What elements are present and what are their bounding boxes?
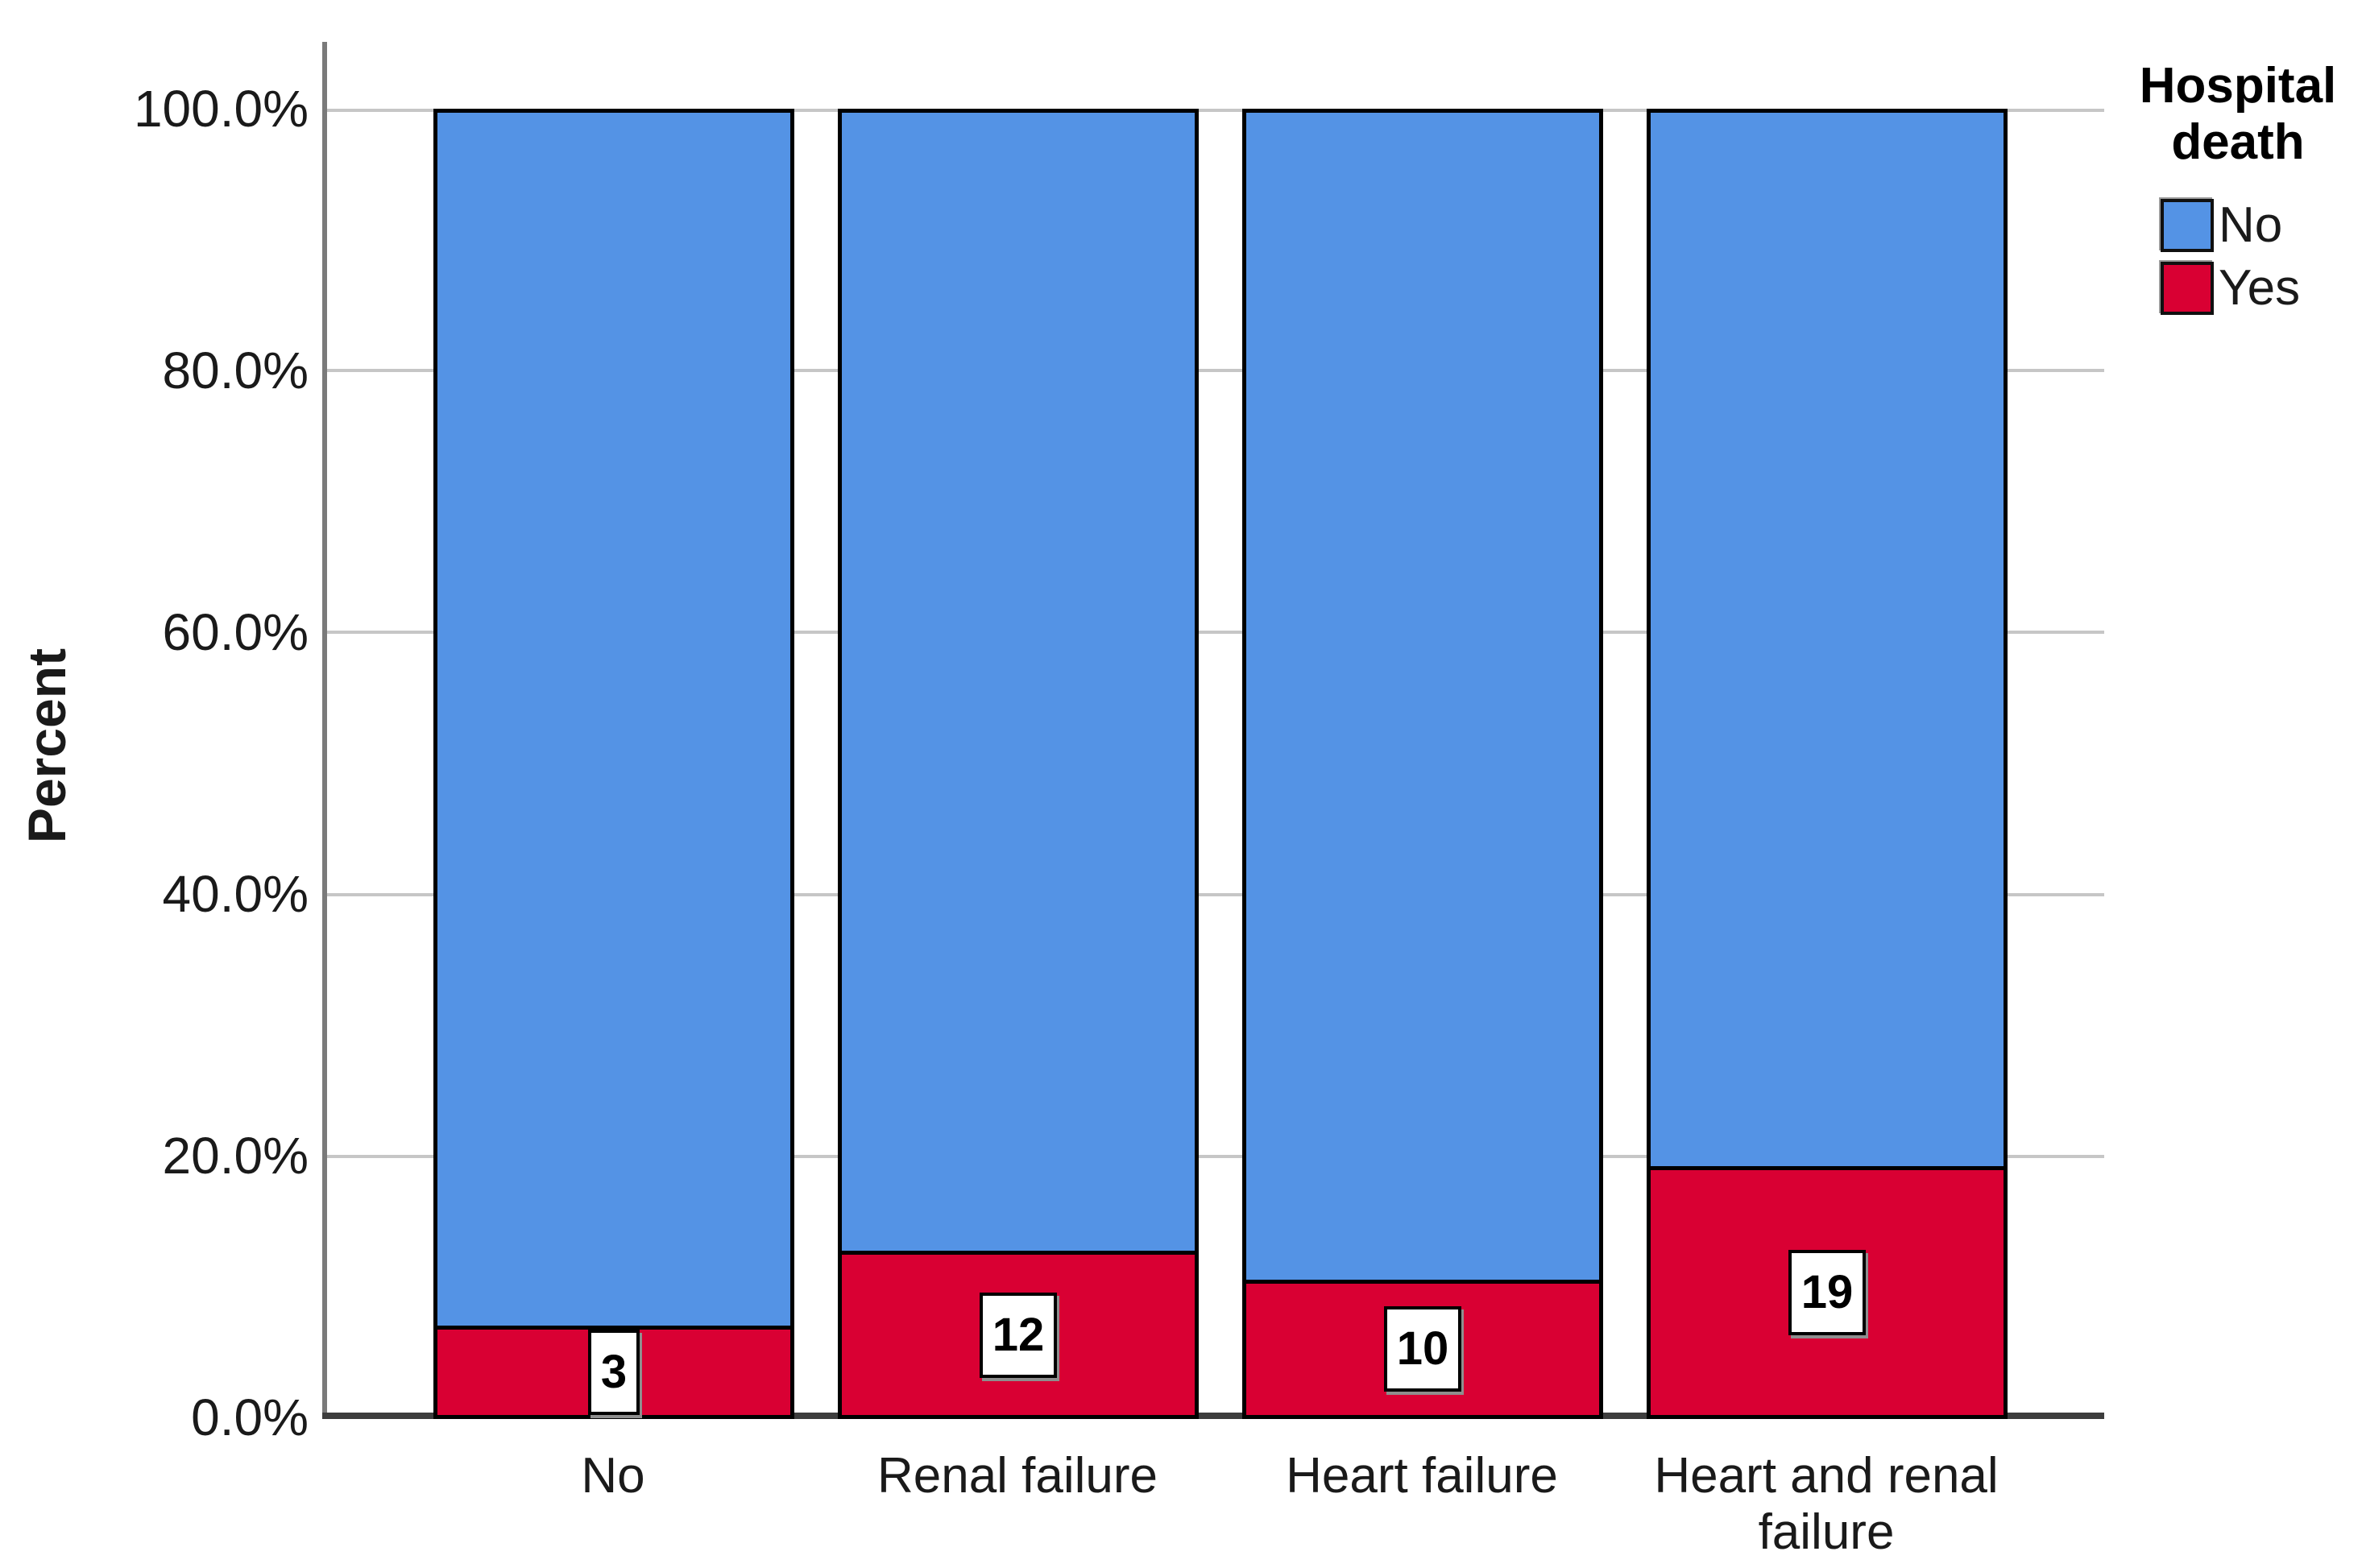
bar-heart-renal-segment-death: 19 xyxy=(1651,1170,2004,1415)
legend-item-yes: Yes xyxy=(2161,261,2300,316)
x-category-label-renal-failure: Renal failure xyxy=(876,1448,1158,1504)
bar-heart-segment-no-death xyxy=(1246,113,1599,1284)
legend-label-no: No xyxy=(2219,197,2283,253)
value-label-box: 10 xyxy=(1383,1306,1462,1392)
bar-renal-segment-death: 12 xyxy=(842,1255,1195,1415)
y-tick-label-100: 100.0% xyxy=(133,80,309,138)
bar-heart-renal-segment-no-death xyxy=(1651,113,2004,1170)
plot-area: 3 12 10 19 xyxy=(322,109,2104,1419)
legend-title: Hospital death xyxy=(2139,58,2337,170)
value-label-box: 3 xyxy=(587,1330,640,1415)
bar-renal-segment-no-death xyxy=(842,113,1195,1256)
gridline-80 xyxy=(327,369,2104,372)
gridline-60 xyxy=(327,631,2104,634)
legend-label-yes: Yes xyxy=(2219,260,2301,316)
y-tick-label-80: 80.0% xyxy=(162,341,309,399)
x-axis-line xyxy=(322,1413,2104,1419)
x-category-label-no: No xyxy=(581,1448,645,1504)
value-label-box: 12 xyxy=(979,1292,1058,1378)
bar-renal-failure: 12 xyxy=(838,109,1199,1419)
gridline-20 xyxy=(327,1155,2104,1158)
value-label-box: 19 xyxy=(1788,1250,1867,1335)
legend-swatch-no xyxy=(2161,199,2214,252)
y-tick-label-20: 20.0% xyxy=(162,1127,309,1185)
y-tick-label-60: 60.0% xyxy=(162,603,309,661)
gridline-100 xyxy=(327,109,2104,112)
y-tick-label-0: 0.0% xyxy=(191,1388,309,1446)
y-tick-label-40: 40.0% xyxy=(162,865,309,923)
legend-item-no: No xyxy=(2161,198,2282,253)
bar-no-segment-death: 3 xyxy=(437,1330,790,1415)
bar-heart-and-renal-failure: 19 xyxy=(1647,109,2008,1419)
bar-no-segment-no-death xyxy=(437,113,790,1330)
y-axis-line xyxy=(322,42,327,1419)
y-axis-title: Percent xyxy=(17,647,77,844)
x-category-label-heart-failure: Heart failure xyxy=(1286,1448,1558,1504)
bar-no: 3 xyxy=(433,109,794,1419)
legend-swatch-yes xyxy=(2161,262,2214,315)
bar-heart-segment-death: 10 xyxy=(1246,1283,1599,1415)
bar-heart-failure: 10 xyxy=(1242,109,1603,1419)
gridline-40 xyxy=(327,893,2104,896)
x-category-label-heart-and-renal: Heart and renal failure xyxy=(1654,1448,1999,1560)
